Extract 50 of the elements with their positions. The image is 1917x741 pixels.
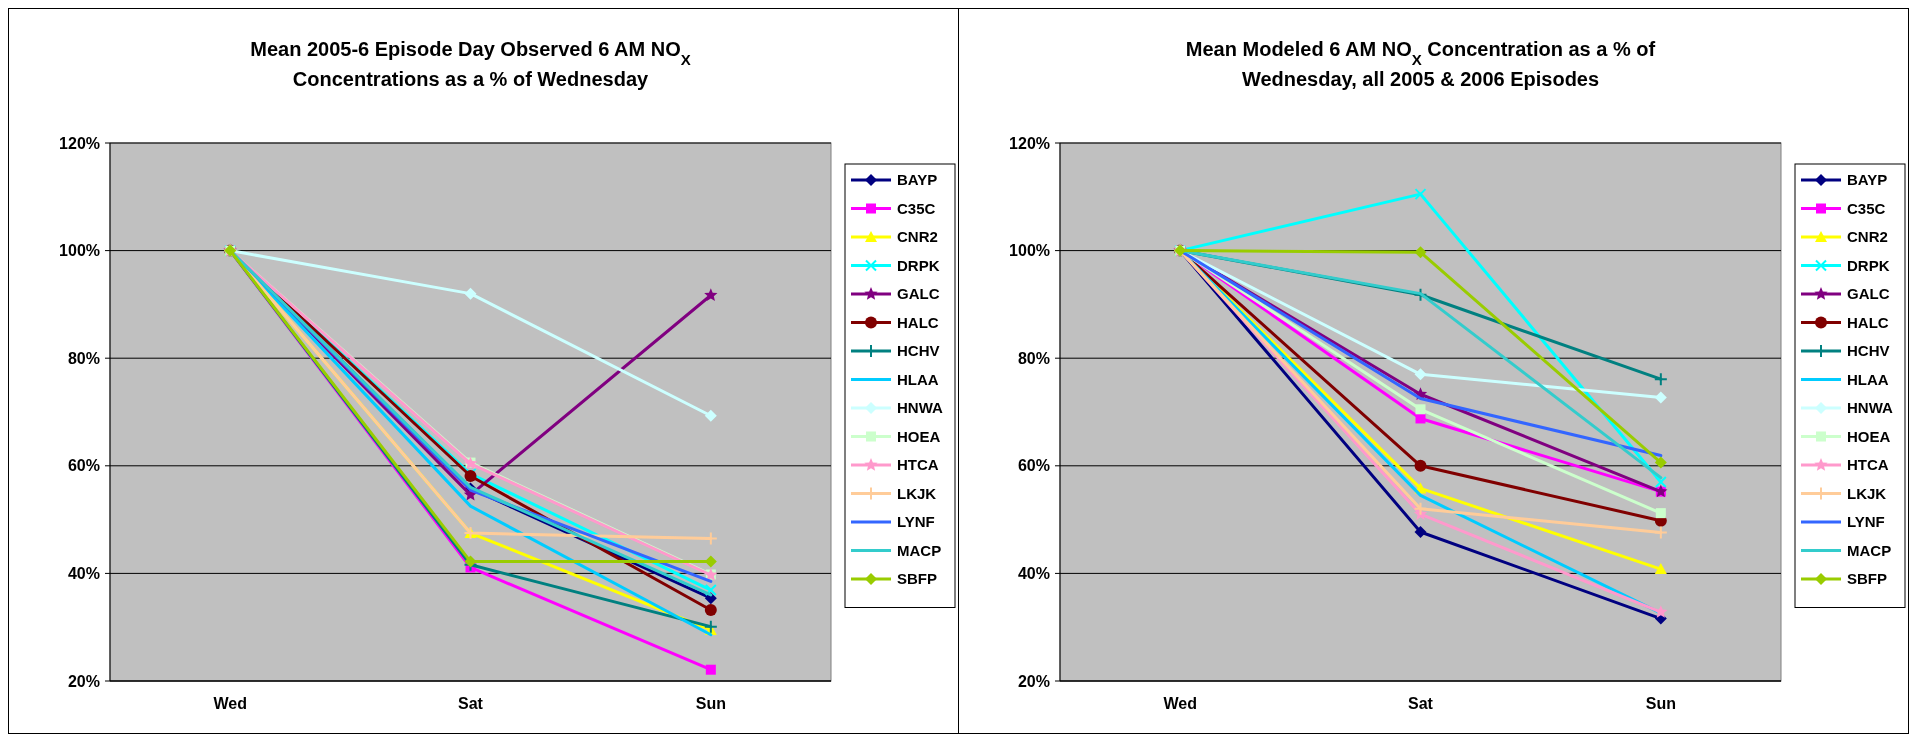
y-tick-label: 20%: [67, 672, 100, 690]
legend-label: C35C: [897, 199, 936, 217]
legend-label: BAYP: [897, 171, 938, 189]
legend-label: CNR2: [1847, 228, 1888, 246]
legend-label: LYNF: [1847, 513, 1885, 531]
y-tick-label: 60%: [67, 457, 100, 475]
legend-label: SBFP: [1847, 570, 1888, 588]
y-tick-label: 120%: [59, 134, 100, 152]
y-tick-label: 40%: [1017, 565, 1050, 582]
legend-label: HALC: [897, 313, 939, 331]
legend-label: GALC: [897, 285, 940, 303]
legend-label: SBFP: [897, 570, 938, 588]
legend-label: BAYP: [1847, 171, 1888, 189]
legend-label: HOEA: [1847, 427, 1891, 445]
legend-label: GALC: [1847, 285, 1890, 303]
legend-label: HALC: [1847, 313, 1889, 331]
legend-label: HLAA: [897, 370, 939, 388]
chart-title: Mean 2005-6 Episode Day Observed 6 AM NO$_{X}$ Concentrations as a % of Wednesday: [250, 38, 691, 90]
legend-label: HTCA: [1847, 456, 1889, 474]
x-tick-label: Sun: [695, 695, 726, 712]
y-tick-label: 40%: [67, 565, 100, 582]
legend-label: LKJK: [897, 484, 937, 502]
legend-label: HCHV: [897, 342, 940, 360]
legend-label: DRPK: [897, 256, 940, 274]
legend-label: HNWA: [1847, 399, 1893, 417]
y-tick-label: 60%: [1017, 457, 1050, 475]
y-tick-label: 100%: [1009, 242, 1050, 260]
y-tick-label: 20%: [1017, 672, 1050, 690]
legend-label: LKJK: [1847, 484, 1887, 502]
legend-label: C35C: [1847, 199, 1886, 217]
x-tick-label: Sun: [1645, 695, 1676, 712]
legend-label: CNR2: [897, 228, 938, 246]
legend-label: MACP: [1847, 541, 1892, 559]
x-tick-label: Wed: [1163, 695, 1197, 712]
x-tick-label: Wed: [213, 695, 247, 712]
legend-label: HLAA: [1847, 370, 1889, 388]
x-tick-label: Sat: [458, 695, 484, 712]
y-tick-label: 80%: [1017, 349, 1050, 367]
y-tick-label: 120%: [1009, 134, 1050, 152]
legend-label: HNWA: [897, 399, 943, 417]
legend-label: HOEA: [897, 427, 941, 445]
y-tick-label: 100%: [59, 242, 100, 260]
legend-label: HCHV: [1847, 342, 1890, 360]
legend-label: MACP: [897, 541, 942, 559]
y-tick-label: 80%: [67, 349, 100, 367]
legend-label: LYNF: [897, 513, 935, 531]
x-tick-label: Sat: [1408, 695, 1434, 712]
legend-label: HTCA: [897, 456, 939, 474]
chart-title: Mean Modeled 6 AM NO$_{X}$ Concentration as a % of Wednesday, all 2005 & 2006 Episodes: [1185, 38, 1656, 90]
legend-label: DRPK: [1847, 256, 1890, 274]
